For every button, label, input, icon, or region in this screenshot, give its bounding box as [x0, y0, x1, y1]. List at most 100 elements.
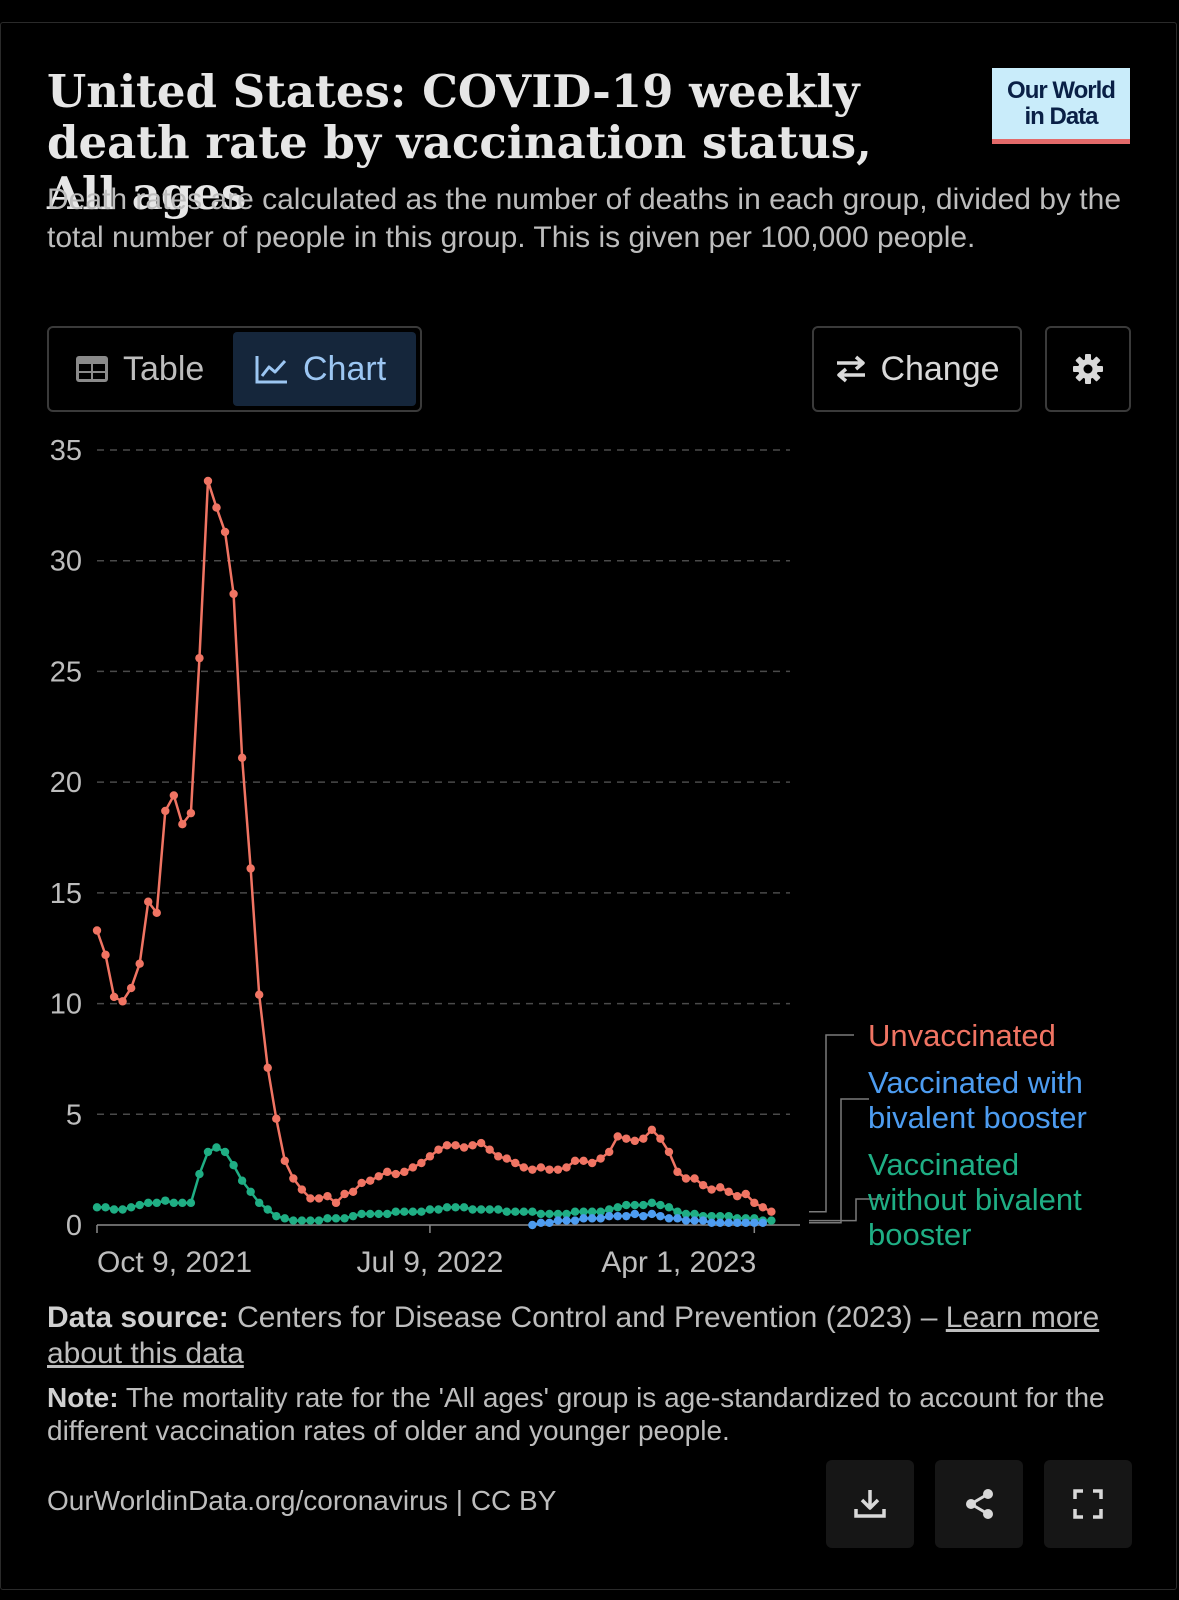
data-point — [519, 1207, 529, 1216]
data-point — [186, 808, 196, 818]
data-point — [587, 1214, 597, 1223]
data-point — [494, 1152, 503, 1161]
data-point — [323, 1192, 332, 1201]
data-point — [622, 1211, 631, 1221]
data-point — [724, 1187, 733, 1196]
data-point — [357, 1209, 366, 1219]
data-point — [613, 1132, 622, 1141]
tab-chart-label: Chart — [303, 349, 387, 388]
view-toggle: Table Chart — [47, 326, 422, 412]
data-point — [186, 1198, 196, 1208]
data-point — [698, 1216, 708, 1225]
data-point — [459, 1143, 469, 1152]
legend-label: Unvaccinated — [868, 1018, 1056, 1053]
y-tick-label: 0 — [66, 1210, 82, 1242]
data-point — [272, 1211, 281, 1221]
data-point — [314, 1194, 324, 1203]
data-point — [348, 1211, 358, 1221]
legend-label: Vaccinated — [868, 1147, 1019, 1182]
data-point — [169, 791, 179, 800]
data-point — [383, 1209, 392, 1219]
data-point — [203, 476, 213, 486]
chart-title: United States: COVID-19 weekly death rat… — [47, 65, 872, 220]
data-point — [340, 1214, 349, 1223]
data-point — [519, 1163, 529, 1172]
data-point — [681, 1209, 691, 1219]
data-point — [135, 1200, 144, 1210]
data-point — [698, 1180, 708, 1190]
data-point — [263, 1063, 272, 1072]
data-point — [331, 1198, 341, 1208]
data-point — [562, 1163, 571, 1172]
data-point — [468, 1205, 477, 1214]
data-point — [733, 1192, 742, 1201]
data-point — [425, 1205, 435, 1214]
data-point — [656, 1134, 665, 1143]
data-point — [553, 1216, 563, 1225]
data-point — [604, 1205, 614, 1214]
data-point — [331, 1214, 341, 1223]
data-point — [630, 1200, 640, 1210]
data-point — [536, 1218, 546, 1227]
data-point — [613, 1203, 622, 1212]
x-tick-label: Apr 1, 2023 — [601, 1246, 756, 1279]
data-point — [195, 653, 204, 663]
owid-logo[interactable]: Our World in Data — [992, 68, 1130, 144]
download-button[interactable] — [826, 1460, 914, 1548]
data-point — [758, 1203, 768, 1212]
x-tick-label: Oct 9, 2021 — [97, 1246, 252, 1279]
share-button[interactable] — [935, 1460, 1023, 1548]
tab-chart[interactable]: Chart — [233, 332, 416, 406]
chart-subtitle: Death rates are calculated as the number… — [47, 183, 1122, 254]
data-point — [442, 1203, 452, 1212]
y-tick-label: 20 — [50, 767, 82, 799]
data-point — [144, 897, 153, 906]
legend-connector — [809, 1034, 854, 1213]
data-point — [647, 1125, 657, 1134]
footer-license[interactable]: OurWorldinData.org/coronavirus | CC BY — [47, 1485, 557, 1516]
data-point — [289, 1174, 298, 1183]
data-point — [485, 1205, 494, 1214]
data-point — [681, 1216, 691, 1225]
data-point — [400, 1167, 409, 1177]
data-point — [254, 990, 264, 999]
data-point — [562, 1216, 571, 1225]
data-point — [306, 1216, 315, 1225]
data-point — [502, 1154, 511, 1163]
data-point — [639, 1200, 648, 1210]
data-point — [144, 1198, 153, 1208]
data-point — [528, 1220, 537, 1230]
data-point — [715, 1211, 725, 1221]
data-point — [237, 1176, 247, 1185]
data-point — [434, 1205, 443, 1214]
data-point — [664, 1214, 674, 1223]
data-point — [92, 1203, 102, 1212]
fullscreen-button[interactable] — [1044, 1460, 1132, 1548]
note-label: Note: — [47, 1382, 119, 1413]
data-point — [178, 1198, 187, 1208]
settings-button[interactable] — [1045, 326, 1131, 412]
y-tick-label: 35 — [50, 435, 82, 467]
data-point — [118, 1205, 127, 1214]
change-country-button[interactable]: Change — [812, 326, 1022, 412]
y-tick-label: 5 — [66, 1099, 82, 1131]
data-point — [485, 1145, 494, 1154]
learn-more-link[interactable]: Learn more about this data — [47, 1301, 1100, 1370]
data-point — [613, 1211, 622, 1221]
data-point — [494, 1205, 503, 1214]
data-point — [161, 806, 170, 816]
data-point — [229, 589, 238, 599]
data-point — [306, 1194, 315, 1203]
data-point — [707, 1185, 716, 1194]
data-point — [630, 1136, 640, 1146]
data-point — [280, 1156, 290, 1165]
data-point — [297, 1185, 307, 1194]
data-point — [528, 1207, 537, 1216]
data-point — [357, 1178, 366, 1188]
data-point — [468, 1141, 477, 1150]
data-point — [767, 1216, 776, 1225]
data-point — [673, 1207, 682, 1216]
data-point — [451, 1203, 460, 1212]
tab-table[interactable]: Table — [53, 332, 233, 406]
data-point — [673, 1214, 682, 1223]
